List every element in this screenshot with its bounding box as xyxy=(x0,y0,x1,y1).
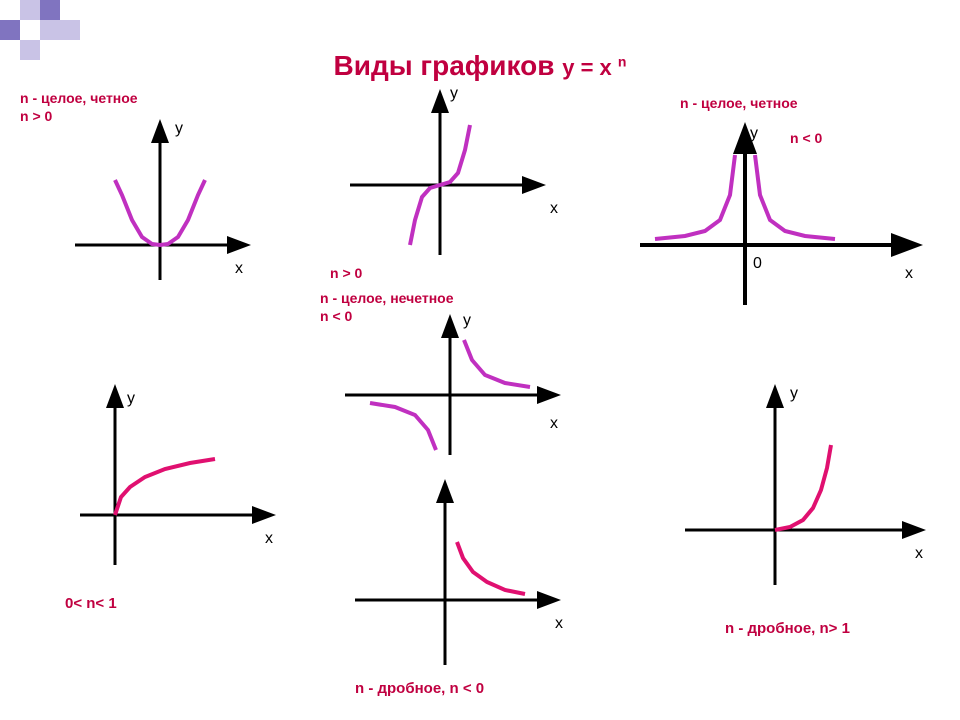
axes-and-curve xyxy=(55,370,295,590)
axes-and-curve xyxy=(320,290,590,460)
label-frac-gt1: n - дробное, n> 1 xyxy=(725,620,850,637)
axes-and-curve xyxy=(20,90,280,300)
chart-odd-negative: n - целое, нечетное n < 0 y x xyxy=(320,290,590,460)
page-title: Виды графиков y = x n xyxy=(0,50,960,82)
chart-even-positive: n - целое, четное n > 0 y x xyxy=(20,90,280,300)
axes-and-curve xyxy=(620,95,940,315)
axes-and-curve xyxy=(330,85,590,285)
label-frac-lt0: n - дробное, n < 0 xyxy=(355,680,484,697)
axes-and-curve xyxy=(330,470,590,680)
label-0n1: 0< n< 1 xyxy=(65,595,117,612)
chart-fractional-gt1: y x n - дробное, n> 1 xyxy=(660,370,940,650)
chart-odd-positive: y x n > 0 xyxy=(330,85,590,285)
axes-and-curve xyxy=(660,370,940,610)
chart-even-negative: n - целое, четное n < 0 y x 0 xyxy=(620,95,940,315)
chart-fractional-negative: x n - дробное, n < 0 xyxy=(330,470,590,700)
chart-fractional-0to1: y x 0< n< 1 xyxy=(55,370,295,620)
title-prefix: Виды графиков xyxy=(334,50,563,81)
